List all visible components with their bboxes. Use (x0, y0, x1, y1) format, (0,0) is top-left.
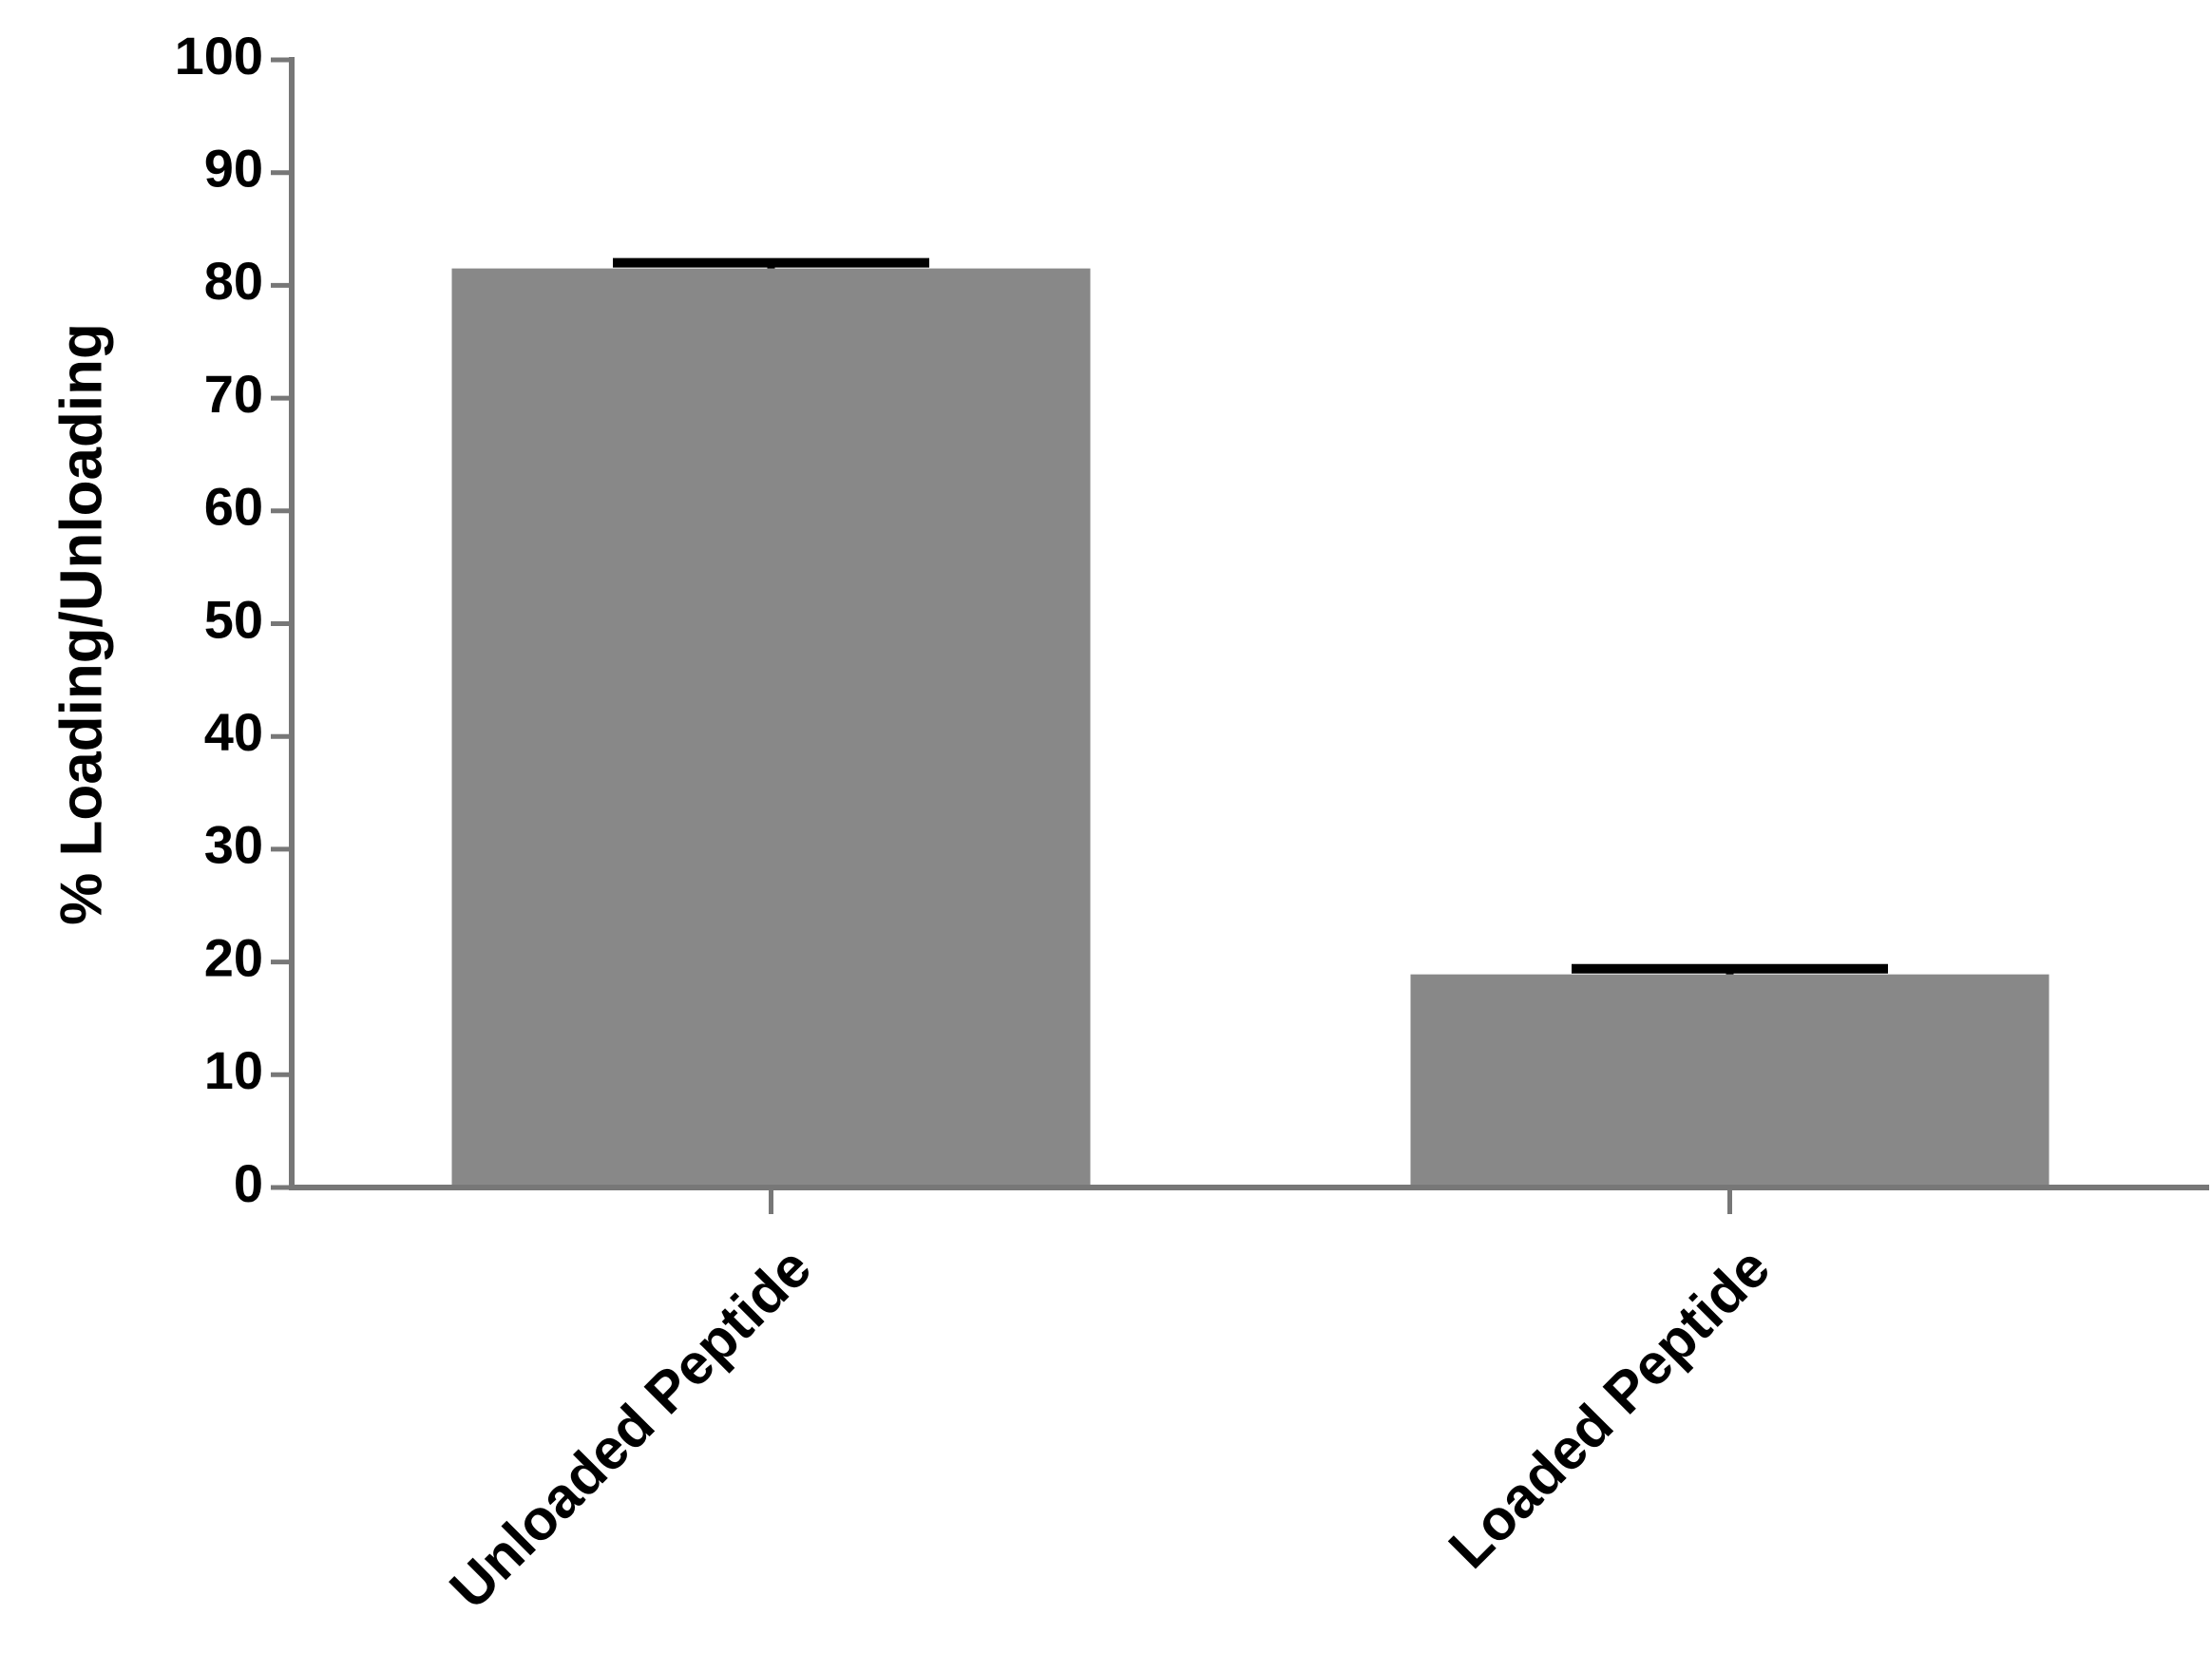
y-tick-label: 40 (204, 702, 263, 762)
y-tick-label: 70 (204, 364, 263, 424)
x-tick-label: Unloaded Peptide (438, 1235, 824, 1621)
y-tick-label: 30 (204, 815, 263, 875)
y-tick-label: 100 (175, 26, 263, 86)
bar (1410, 974, 2050, 1188)
y-tick-label: 10 (204, 1040, 263, 1100)
y-tick-label: 90 (204, 138, 263, 198)
x-tick-label: Loaded Peptide (1437, 1235, 1782, 1580)
y-axis-label: % Loading/Unloading (48, 323, 114, 925)
y-tick-label: 20 (204, 927, 263, 987)
y-tick-label: 50 (204, 589, 263, 649)
y-tick-label: 0 (234, 1153, 263, 1213)
y-tick-label: 60 (204, 477, 263, 537)
bar (451, 268, 1091, 1188)
y-tick-label: 80 (204, 251, 263, 311)
